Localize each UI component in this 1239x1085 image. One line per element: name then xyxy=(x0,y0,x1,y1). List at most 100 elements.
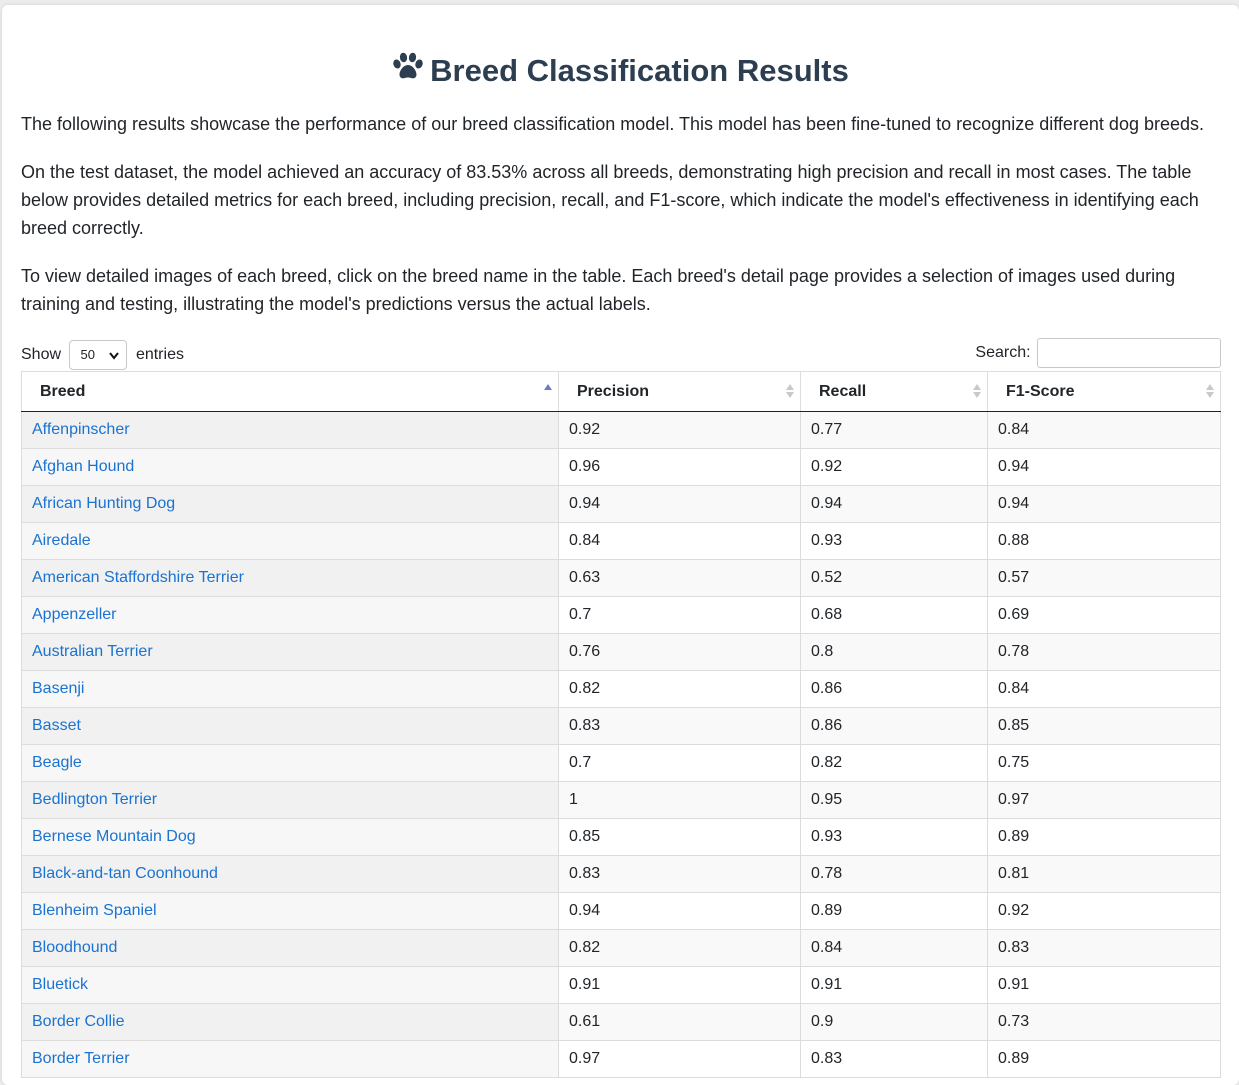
sort-icon xyxy=(973,382,981,400)
precision-cell: 0.61 xyxy=(558,1003,801,1041)
search-control: Search: xyxy=(975,338,1221,368)
precision-cell: 0.82 xyxy=(558,670,801,708)
breed-link[interactable]: Appenzeller xyxy=(32,606,117,623)
sort-ascending-icon xyxy=(544,382,552,400)
recall-cell: 0.94 xyxy=(800,485,988,523)
precision-cell: 0.7 xyxy=(558,596,801,634)
recall-cell: 0.8 xyxy=(800,633,988,671)
entries-select[interactable]: 50 xyxy=(69,340,128,370)
f1-score-cell: 0.84 xyxy=(987,670,1221,708)
f1-score-cell: 0.75 xyxy=(987,744,1221,782)
entries-select-value: 50 xyxy=(80,347,95,362)
recall-cell: 0.86 xyxy=(800,707,988,745)
recall-cell: 0.78 xyxy=(800,855,988,893)
results-table: Breed Precision Recall F1-Score Affenpin… xyxy=(21,371,1221,1078)
table-row: Border Terrier 0.97 0.83 0.89 xyxy=(21,1040,1221,1078)
breed-link[interactable]: Bernese Mountain Dog xyxy=(32,828,196,845)
column-header-f1-score[interactable]: F1-Score xyxy=(987,371,1221,412)
precision-cell: 0.76 xyxy=(558,633,801,671)
results-card: Breed Classification Results The followi… xyxy=(2,5,1239,1085)
precision-cell: 0.91 xyxy=(558,966,801,1004)
sort-icon xyxy=(786,382,794,400)
recall-cell: 0.83 xyxy=(800,1040,988,1078)
table-row: Border Collie 0.61 0.9 0.73 xyxy=(21,1003,1221,1041)
breed-cell: Airedale xyxy=(21,522,559,560)
breed-cell: Appenzeller xyxy=(21,596,559,634)
breed-cell: Beagle xyxy=(21,744,559,782)
recall-cell: 0.86 xyxy=(800,670,988,708)
breed-link[interactable]: Border Terrier xyxy=(32,1050,130,1067)
breed-link[interactable]: African Hunting Dog xyxy=(32,495,176,512)
breed-cell: African Hunting Dog xyxy=(21,485,559,523)
page-title-text: Breed Classification Results xyxy=(430,53,849,88)
breed-link[interactable]: Bloodhound xyxy=(32,939,118,956)
recall-cell: 0.91 xyxy=(800,966,988,1004)
column-header-breed[interactable]: Breed xyxy=(21,371,559,412)
search-input[interactable] xyxy=(1037,338,1221,368)
f1-score-cell: 0.97 xyxy=(987,781,1221,819)
table-row: Affenpinscher 0.92 0.77 0.84 xyxy=(21,411,1221,449)
intro-paragraph-3: To view detailed images of each breed, c… xyxy=(21,266,1176,314)
breed-cell: American Staffordshire Terrier xyxy=(21,559,559,597)
f1-score-cell: 0.94 xyxy=(987,448,1221,486)
table-row: Appenzeller 0.7 0.68 0.69 xyxy=(21,596,1221,634)
table-header-row: Breed Precision Recall F1-Score xyxy=(21,371,1221,412)
f1-score-cell: 0.94 xyxy=(987,485,1221,523)
breed-link[interactable]: American Staffordshire Terrier xyxy=(32,569,244,586)
table-row: Bloodhound 0.82 0.84 0.83 xyxy=(21,929,1221,967)
recall-cell: 0.93 xyxy=(800,818,988,856)
f1-score-cell: 0.89 xyxy=(987,818,1221,856)
recall-cell: 0.92 xyxy=(800,448,988,486)
table-row: Basenji 0.82 0.86 0.84 xyxy=(21,670,1221,708)
breed-link[interactable]: Basset xyxy=(32,717,81,734)
table-row: Australian Terrier 0.76 0.8 0.78 xyxy=(21,633,1221,671)
breed-cell: Affenpinscher xyxy=(21,411,559,449)
breed-link[interactable]: Black-and-tan Coonhound xyxy=(32,865,218,882)
precision-cell: 0.92 xyxy=(558,411,801,449)
column-header-precision[interactable]: Precision xyxy=(558,371,801,412)
intro-paragraph-2: On the test dataset, the model achieved … xyxy=(21,162,1199,238)
precision-cell: 1 xyxy=(558,781,801,819)
f1-score-cell: 0.78 xyxy=(987,633,1221,671)
precision-cell: 0.94 xyxy=(558,485,801,523)
breed-link[interactable]: Blenheim Spaniel xyxy=(32,902,157,919)
breed-cell: Afghan Hound xyxy=(21,448,559,486)
column-header-recall[interactable]: Recall xyxy=(800,371,988,412)
precision-cell: 0.97 xyxy=(558,1040,801,1078)
f1-score-cell: 0.85 xyxy=(987,707,1221,745)
table-row: Bedlington Terrier 1 0.95 0.97 xyxy=(21,781,1221,819)
table-row: Afghan Hound 0.96 0.92 0.94 xyxy=(21,448,1221,486)
breed-link[interactable]: Airedale xyxy=(32,532,91,549)
recall-cell: 0.82 xyxy=(800,744,988,782)
table-row: Bernese Mountain Dog 0.85 0.93 0.89 xyxy=(21,818,1221,856)
f1-score-cell: 0.83 xyxy=(987,929,1221,967)
table-row: Basset 0.83 0.86 0.85 xyxy=(21,707,1221,745)
f1-score-cell: 0.89 xyxy=(987,1040,1221,1078)
recall-cell: 0.77 xyxy=(800,411,988,449)
search-label: Search: xyxy=(975,344,1031,362)
breed-link[interactable]: Bluetick xyxy=(32,976,89,993)
precision-cell: 0.96 xyxy=(558,448,801,486)
breed-cell: Bernese Mountain Dog xyxy=(21,818,559,856)
breed-link[interactable]: Beagle xyxy=(32,754,82,771)
breed-link[interactable]: Affenpinscher xyxy=(32,421,130,438)
f1-score-cell: 0.84 xyxy=(987,411,1221,449)
breed-link[interactable]: Bedlington Terrier xyxy=(32,791,158,808)
breed-cell: Border Terrier xyxy=(21,1040,559,1078)
breed-cell: Bluetick xyxy=(21,966,559,1004)
breed-link[interactable]: Afghan Hound xyxy=(32,458,135,475)
recall-cell: 0.9 xyxy=(800,1003,988,1041)
breed-link[interactable]: Border Collie xyxy=(32,1013,125,1030)
table-controls: Show 50 entries Search: xyxy=(21,338,1221,372)
breed-cell: Border Collie xyxy=(21,1003,559,1041)
breed-link[interactable]: Australian Terrier xyxy=(32,643,153,660)
sort-icon xyxy=(1206,382,1214,400)
precision-cell: 0.83 xyxy=(558,707,801,745)
precision-cell: 0.83 xyxy=(558,855,801,893)
f1-score-cell: 0.69 xyxy=(987,596,1221,634)
f1-score-cell: 0.81 xyxy=(987,855,1221,893)
table-row: African Hunting Dog 0.94 0.94 0.94 xyxy=(21,485,1221,523)
chevron-down-icon xyxy=(109,342,120,381)
breed-link[interactable]: Basenji xyxy=(32,680,85,697)
recall-cell: 0.89 xyxy=(800,892,988,930)
